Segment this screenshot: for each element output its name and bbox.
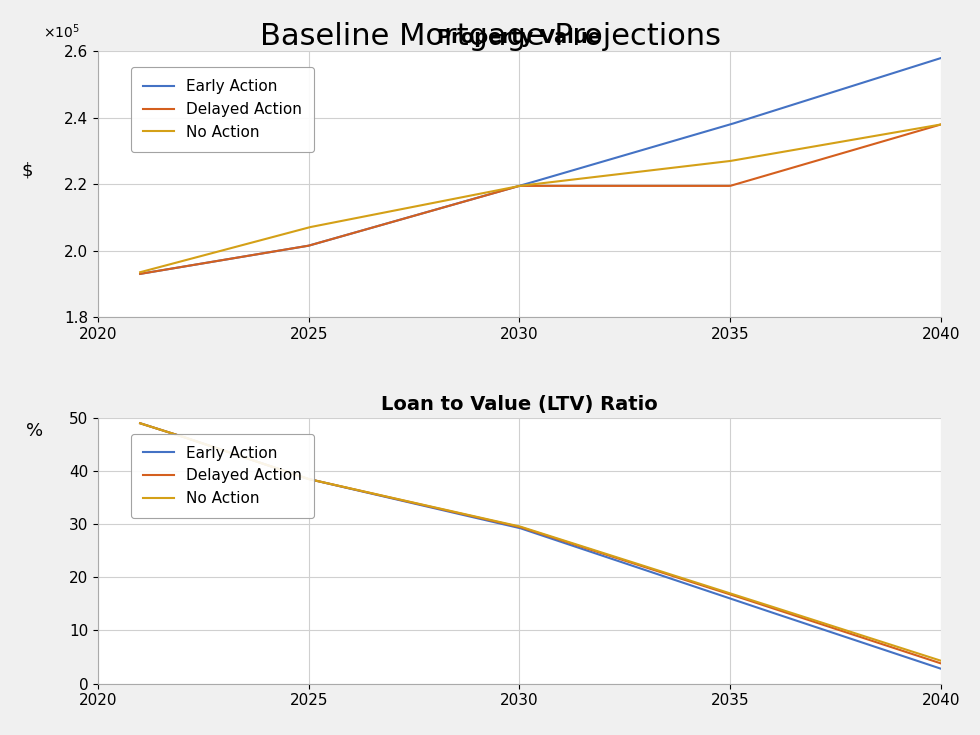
Delayed Action	[134, 419, 146, 428]
Early Action	[567, 166, 579, 175]
Early Action	[611, 556, 622, 565]
Delayed Action	[514, 523, 526, 531]
Early Action	[791, 616, 803, 625]
No Action	[611, 170, 622, 179]
No Action	[134, 419, 146, 428]
No Action	[514, 182, 526, 190]
Early Action	[791, 99, 803, 108]
Delayed Action	[791, 162, 803, 171]
Title: Property Value: Property Value	[437, 28, 602, 47]
No Action	[935, 120, 947, 129]
Delayed Action	[514, 182, 526, 190]
No Action	[935, 656, 947, 665]
Delayed Action	[915, 126, 927, 135]
Title: Loan to Value (LTV) Ratio: Loan to Value (LTV) Ratio	[381, 395, 658, 414]
Early Action	[514, 182, 526, 190]
No Action	[134, 268, 146, 276]
Early Action	[134, 419, 146, 428]
No Action	[915, 650, 927, 659]
Delayed Action	[519, 524, 531, 533]
Early Action	[915, 658, 927, 667]
No Action	[567, 539, 579, 548]
No Action	[567, 175, 579, 184]
Delayed Action	[134, 270, 146, 279]
Early Action	[519, 180, 531, 189]
No Action	[611, 553, 622, 562]
Line: Early Action: Early Action	[140, 58, 941, 274]
Line: No Action: No Action	[140, 423, 941, 661]
No Action	[791, 145, 803, 154]
Early Action	[567, 542, 579, 551]
Text: $\times10^5$: $\times10^5$	[43, 22, 80, 41]
Early Action	[519, 526, 531, 534]
Text: Baseline Mortgage Projections: Baseline Mortgage Projections	[260, 22, 720, 51]
No Action	[514, 523, 526, 531]
Y-axis label: %: %	[26, 422, 43, 440]
Early Action	[935, 664, 947, 673]
Early Action	[935, 54, 947, 62]
Line: Delayed Action: Delayed Action	[140, 124, 941, 274]
No Action	[519, 181, 531, 190]
Delayed Action	[519, 182, 531, 190]
Delayed Action	[611, 553, 622, 562]
Early Action	[514, 524, 526, 533]
Legend: Early Action, Delayed Action, No Action: Early Action, Delayed Action, No Action	[131, 67, 314, 152]
Early Action	[611, 153, 622, 162]
Delayed Action	[935, 120, 947, 129]
Delayed Action	[567, 182, 579, 190]
Line: No Action: No Action	[140, 124, 941, 272]
Delayed Action	[611, 182, 622, 190]
No Action	[519, 524, 531, 533]
Early Action	[134, 270, 146, 279]
Delayed Action	[915, 653, 927, 662]
Legend: Early Action, Delayed Action, No Action: Early Action, Delayed Action, No Action	[131, 434, 314, 518]
No Action	[915, 123, 927, 132]
Line: Early Action: Early Action	[140, 423, 941, 669]
No Action	[791, 610, 803, 619]
Delayed Action	[935, 659, 947, 668]
Early Action	[915, 60, 927, 68]
Delayed Action	[567, 539, 579, 548]
Line: Delayed Action: Delayed Action	[140, 423, 941, 664]
Delayed Action	[791, 612, 803, 620]
Y-axis label: $ : $	[22, 162, 39, 180]
